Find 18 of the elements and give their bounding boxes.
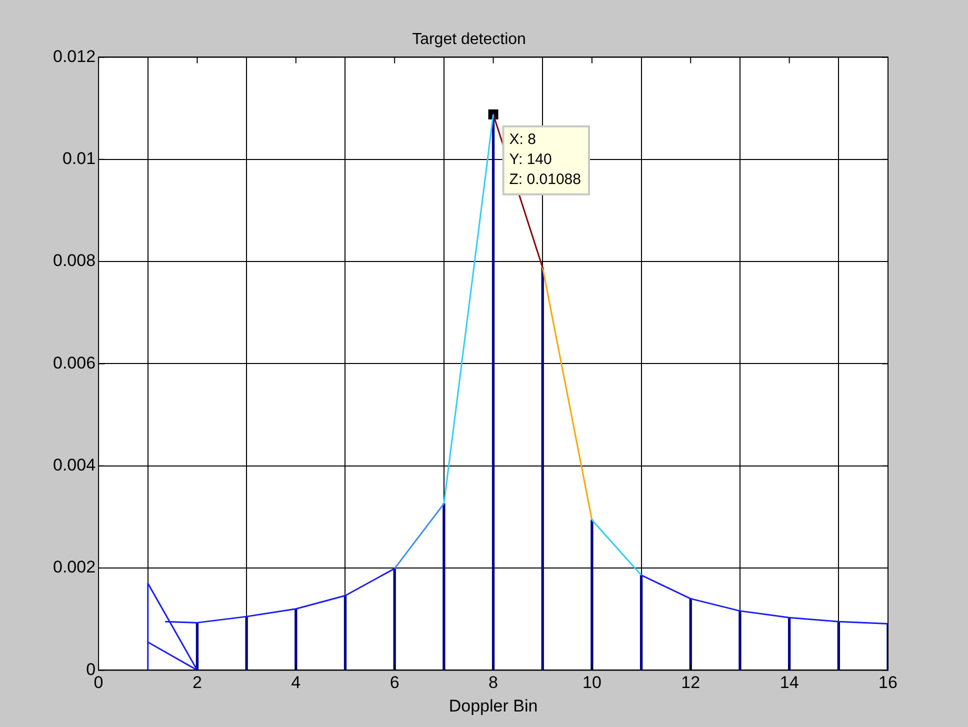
y-tick-label: 0.012 bbox=[52, 46, 96, 66]
annotation: X: 8 Y: 140 Z: 0.01088 bbox=[509, 131, 581, 188]
y-tick-label: 0.004 bbox=[52, 456, 96, 475]
x-tick-label: 4 bbox=[291, 673, 301, 692]
y-tick-label: 0.002 bbox=[52, 558, 96, 577]
y-tick-label: 0 bbox=[86, 660, 96, 679]
x-tick-label: 10 bbox=[582, 673, 602, 692]
x-tick-label: 16 bbox=[878, 673, 898, 692]
x-tick-label: 12 bbox=[681, 673, 700, 692]
x-axis-title: Doppler Bin bbox=[448, 696, 538, 716]
y-tick-label: 0.01 bbox=[62, 149, 96, 168]
x-tick-label: 2 bbox=[192, 673, 202, 692]
x-tick-label: 8 bbox=[488, 673, 498, 692]
chart-title: Target detection bbox=[412, 31, 526, 48]
y-tick-label: 0.008 bbox=[52, 251, 96, 270]
y-tick-label: 0.006 bbox=[52, 353, 96, 372]
x-tick-label: 14 bbox=[780, 673, 799, 692]
x-tick-label: 6 bbox=[390, 673, 400, 692]
